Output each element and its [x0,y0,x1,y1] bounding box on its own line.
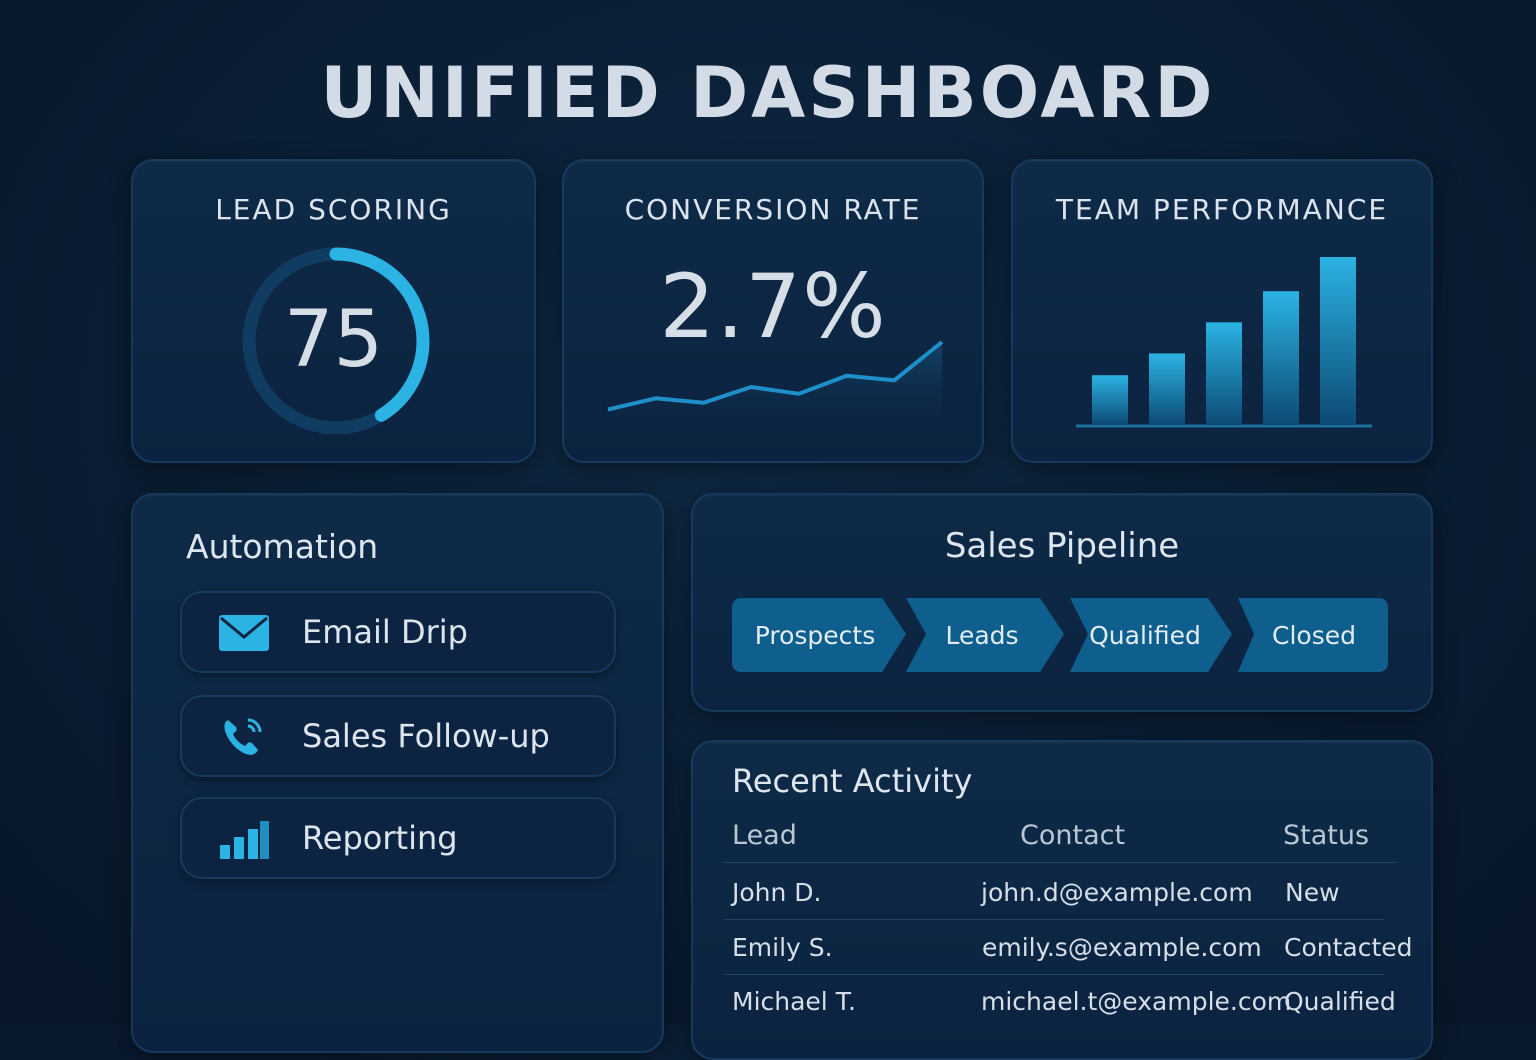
team-bar-2 [1149,353,1185,425]
lead-scoring-card: LEAD SCORING [131,159,536,463]
row-divider [724,974,1384,975]
conversion-trend-line [607,340,944,412]
recent-activity-card [691,740,1433,1060]
team-performance-chart [1076,257,1372,428]
conversion-rate-value: 2.7% [659,255,887,358]
cell-status: New [1285,878,1340,907]
team-bar-5 [1320,257,1356,425]
cell-lead: John D. [732,878,822,907]
page-title: UNIFIED DASHBOARD [320,52,1216,134]
automation-item-label: Sales Follow-up [302,717,550,755]
bar-chart-icon [220,821,269,859]
cell-contact: emily.s@example.com [982,933,1262,962]
pipeline-stage-label: Prospects [755,621,876,650]
team-bar-4 [1263,291,1299,425]
phone-icon [224,718,262,755]
automation-title: Automation [186,527,379,566]
recent-activity-title: Recent Activity [732,762,973,800]
automation-item-label: Reporting [302,819,458,857]
team-bar-1 [1092,375,1128,425]
pipeline-stage-label: Qualified [1089,621,1201,650]
pipeline-stage-label: Leads [945,621,1018,650]
sales-pipeline-title: Sales Pipeline [944,526,1180,566]
lead-score-ring [242,247,430,435]
team-performance-title: TEAM PERFORMANCE [1055,193,1389,226]
conversion-trend-chart [607,340,944,432]
lead-score-value: 75 [283,295,384,385]
pipeline-stage-qualified[interactable]: Qualified [1070,598,1232,672]
column-header-lead: Lead [732,820,797,851]
pipeline-stage-prospects[interactable]: Prospects [732,598,906,672]
pipeline-stage-leads[interactable]: Leads [906,598,1064,672]
envelope-icon [219,615,269,651]
cell-contact: michael.t@example.com [981,987,1292,1016]
pipeline-stage-label: Closed [1272,621,1356,650]
cell-status: Qualified [1284,987,1396,1016]
conversion-trend-area [608,342,942,432]
automation-sales-follow-up[interactable]: Sales Follow-up [180,695,616,777]
pipeline-stage-closed[interactable]: Closed [1238,598,1388,672]
pipeline-stages: Prospects Leads Qualified Closed [732,598,1388,672]
cell-contact: john.d@example.com [981,878,1253,907]
cell-lead: Michael T. [732,987,856,1016]
automation-reporting[interactable]: Reporting [180,797,616,879]
team-performance-card: TEAM PERFORMANCE [1011,159,1433,463]
team-bar-3 [1206,322,1242,425]
row-divider [724,919,1384,920]
lead-scoring-title: LEAD SCORING [215,193,452,226]
automation-item-label: Email Drip [302,613,468,651]
cell-status: Contacted [1284,933,1413,962]
column-header-contact: Contact [1020,820,1126,851]
cell-lead: Emily S. [732,933,833,962]
conversion-rate-title: CONVERSION RATE [624,193,922,226]
header-divider [724,862,1396,863]
automation-email-drip[interactable]: Email Drip [180,591,616,673]
column-header-status: Status [1283,820,1370,851]
